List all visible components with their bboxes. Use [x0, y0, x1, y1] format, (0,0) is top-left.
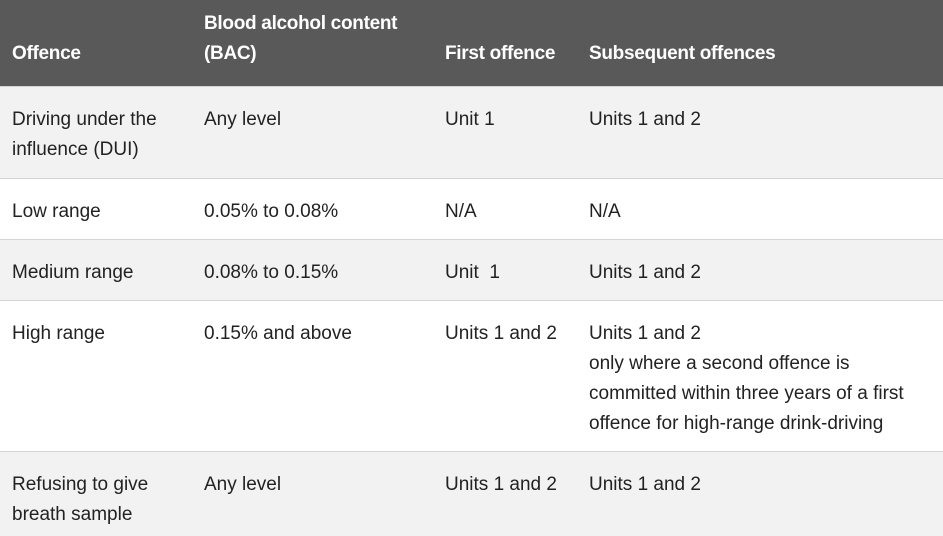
- cell-offence: Low range: [0, 177, 192, 239]
- table-row: Driving under the influence (DUI) Any le…: [0, 85, 943, 178]
- cell-bac: 0.05% to 0.08%: [192, 177, 433, 239]
- cell-subsequent-offences: Units 1 and 2: [577, 85, 943, 178]
- cell-first-offence: Units 1 and 2: [433, 450, 577, 536]
- header-row: Offence Blood alcohol content (BAC) Firs…: [0, 0, 943, 86]
- cell-first-offence: Unit 1: [433, 85, 577, 178]
- subsequent-offences-note: only where a second offence is committed…: [589, 352, 904, 434]
- cell-bac: Any level: [192, 85, 433, 178]
- cell-bac: 0.08% to 0.15%: [192, 238, 433, 300]
- header-offence: Offence: [12, 42, 81, 64]
- table-row: Low range 0.05% to 0.08% N/A N/A: [0, 177, 943, 239]
- subsequent-offences-value: Units 1 and 2: [589, 322, 701, 344]
- cell-first-offence: Unit 1: [433, 238, 577, 300]
- cell-bac: 0.15% and above: [192, 299, 433, 451]
- cell-subsequent-offences: Units 1 and 2 only where a second offenc…: [577, 299, 943, 451]
- table-row: Refusing to give breath sample Any level…: [0, 450, 943, 536]
- cell-offence: Driving under the influence (DUI): [0, 85, 192, 178]
- table-row: High range 0.15% and above Units 1 and 2…: [0, 299, 943, 451]
- cell-bac: Any level: [192, 450, 433, 536]
- cell-first-offence: N/A: [433, 177, 577, 239]
- header-first-offence: First offence: [445, 42, 556, 64]
- table-row: Medium range 0.08% to 0.15% Unit 1 Units…: [0, 238, 943, 300]
- cell-subsequent-offences: Units 1 and 2: [577, 450, 943, 536]
- header-bac: Blood alcohol content (BAC): [204, 12, 398, 64]
- table-header: Offence Blood alcohol content (BAC) Firs…: [0, 0, 943, 86]
- cell-subsequent-offences: N/A: [577, 177, 943, 239]
- table-body: Driving under the influence (DUI) Any le…: [0, 85, 943, 536]
- cell-offence: Refusing to give breath sample: [0, 450, 192, 536]
- cell-subsequent-offences: Units 1 and 2: [577, 238, 943, 300]
- header-subsequent-offences: Subsequent offences: [589, 42, 776, 64]
- cell-first-offence: Units 1 and 2: [433, 299, 577, 451]
- cell-offence: High range: [0, 299, 192, 451]
- cell-offence: Medium range: [0, 238, 192, 300]
